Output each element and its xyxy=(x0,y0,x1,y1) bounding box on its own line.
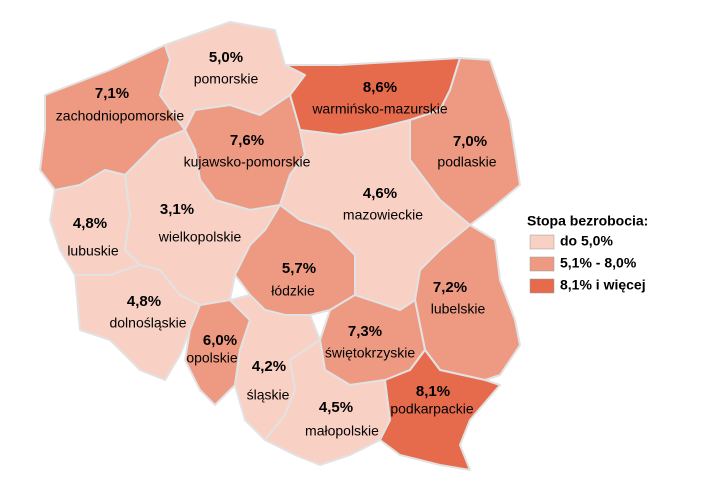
region-name: śląskie xyxy=(247,387,290,403)
region-name: opolskie xyxy=(186,350,238,366)
region-name: pomorskie xyxy=(194,71,259,87)
value-label: 5,7% xyxy=(282,260,316,277)
region-name: warmińsko-mazurskie xyxy=(311,101,448,117)
value-label: 4,8% xyxy=(73,215,107,232)
value-label: 7,6% xyxy=(230,132,264,149)
legend-label: 8,1% i więcej xyxy=(560,277,646,293)
region-name: podlaskie xyxy=(437,154,496,170)
legend-label: do 5,0% xyxy=(560,233,613,249)
region-name: lubelskie xyxy=(431,301,486,317)
legend-label: 5,1% - 8,0% xyxy=(560,255,637,271)
region-name: zachodniopomorskie xyxy=(56,108,185,124)
value-label: 3,1% xyxy=(160,201,194,218)
legend-swatch xyxy=(529,234,555,250)
value-label: 4,5% xyxy=(319,399,353,416)
value-label: 4,6% xyxy=(363,185,397,202)
region-name: dolnośląskie xyxy=(109,315,186,331)
region-name: podkarpackie xyxy=(390,401,473,417)
region-name: lubuskie xyxy=(67,243,119,259)
value-label: 7,1% xyxy=(95,85,129,102)
legend-title: Stopa bezrobocia: xyxy=(527,213,648,229)
region-name: kujawsko-pomorskie xyxy=(184,154,311,170)
region-name: małopolskie xyxy=(305,423,379,439)
value-label: 8,1% xyxy=(416,383,450,400)
legend-swatch xyxy=(529,278,555,294)
value-label: 8,6% xyxy=(363,79,397,96)
legend-swatch xyxy=(529,256,555,272)
region-name: mazowieckie xyxy=(343,207,423,223)
region xyxy=(379,349,501,471)
value-label: 7,0% xyxy=(453,133,487,150)
value-label: 4,2% xyxy=(252,358,286,375)
value-label: 6,0% xyxy=(203,332,237,349)
region-name: wielkopolskie xyxy=(158,229,242,245)
region-name: świętokrzyskie xyxy=(325,345,415,361)
value-label: 4,8% xyxy=(127,293,161,310)
value-label: 7,2% xyxy=(433,279,467,296)
value-label: 7,3% xyxy=(348,323,382,340)
value-label: 5,0% xyxy=(209,49,243,66)
region-name: łódzkie xyxy=(271,283,315,299)
